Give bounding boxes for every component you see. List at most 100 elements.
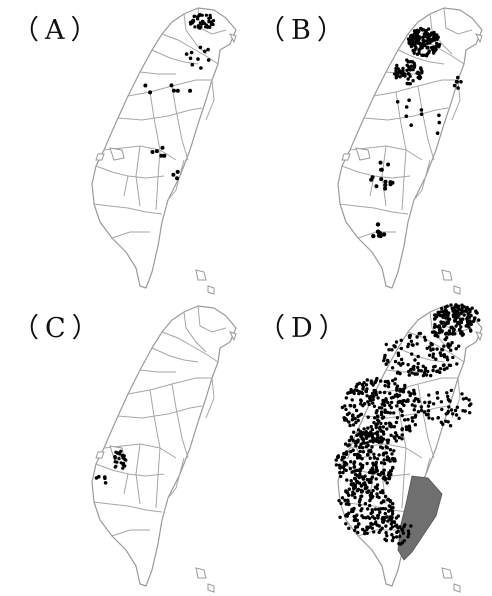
occurrence-point: [379, 412, 384, 417]
occurrence-point: [446, 411, 450, 415]
occurrence-point: [460, 392, 464, 396]
occurrence-point: [406, 535, 410, 539]
occurrence-point: [347, 438, 352, 443]
county-border: [135, 145, 141, 207]
occurrence-point: [469, 328, 473, 332]
occurrence-point: [419, 369, 423, 373]
occurrence-point: [374, 460, 378, 465]
occurrence-point: [378, 160, 383, 165]
occurrence-point: [188, 88, 193, 93]
occurrence-point: [383, 384, 387, 388]
occurrence-point: [365, 387, 369, 391]
occurrence-point: [410, 33, 414, 38]
taiwan-map: [334, 303, 483, 593]
occurrence-point: [415, 38, 420, 42]
occurrence-point: [367, 449, 371, 453]
occurrence-point: [368, 503, 372, 508]
occurrence-point: [429, 32, 433, 37]
occurrence-point: [449, 303, 453, 307]
occurrence-point: [103, 475, 107, 479]
occurrence-point: [356, 428, 361, 432]
occurrence-point: [409, 339, 414, 343]
occurrence-point: [374, 184, 379, 189]
occurrence-point: [358, 454, 362, 458]
occurrence-point: [373, 507, 378, 511]
occurrence-point: [386, 162, 391, 167]
occurrence-point: [373, 416, 377, 420]
occurrence-point: [374, 390, 378, 394]
occurrence-point: [394, 340, 399, 344]
occurrence-point: [419, 67, 423, 71]
occurrence-point: [392, 411, 396, 415]
occurrence-point: [380, 446, 385, 450]
occurrence-point: [433, 322, 437, 327]
occurrence-point: [436, 396, 440, 400]
occurrence-point: [189, 50, 194, 55]
occurrence-point: [375, 492, 379, 496]
occurrence-point: [454, 324, 458, 328]
occurrence-point: [427, 49, 431, 53]
occurrence-point: [436, 416, 440, 420]
occurrence-point: [394, 76, 398, 80]
occurrence-point: [359, 488, 363, 493]
occurrence-point: [383, 494, 388, 499]
occurrence-point: [360, 391, 365, 396]
occurrence-point: [435, 37, 439, 41]
occurrence-point: [347, 391, 351, 395]
occurrence-point: [377, 530, 381, 535]
occurrence-point: [407, 424, 411, 428]
occurrence-point: [345, 450, 349, 454]
occurrence-point: [356, 418, 360, 423]
occurrence-point: [449, 348, 453, 352]
occurrence-point: [419, 405, 423, 409]
occurrence-point: [94, 476, 99, 480]
occurrence-point: [407, 39, 412, 43]
occurrence-point: [442, 367, 446, 372]
occurrence-point: [457, 416, 461, 420]
occurrence-point: [404, 114, 409, 118]
occurrence-point: [351, 490, 355, 494]
occurrence-point: [388, 391, 392, 396]
occurrence-point: [346, 498, 350, 502]
occurrence-point: [455, 80, 459, 84]
occurrence-point: [175, 169, 180, 174]
occurrence-point: [402, 403, 406, 408]
occurrence-point: [399, 363, 403, 367]
occurrence-point: [457, 313, 461, 317]
occurrence-point: [198, 45, 203, 50]
occurrence-point: [392, 435, 396, 439]
occurrence-point: [365, 378, 369, 382]
occurrence-point: [378, 426, 382, 431]
occurrence-point: [412, 51, 416, 55]
occurrence-point: [353, 416, 357, 421]
occurrence-point: [171, 172, 176, 177]
occurrence-point: [423, 338, 428, 342]
occurrence-point: [375, 222, 381, 227]
occurrence-point: [360, 457, 364, 461]
occurrence-point: [390, 366, 395, 370]
occurrence-point: [435, 369, 440, 373]
occurrence-point: [384, 531, 388, 535]
occurrence-point: [207, 20, 211, 24]
occurrence-point: [338, 515, 342, 519]
occurrence-point: [408, 68, 412, 72]
occurrence-point: [407, 428, 412, 432]
occurrence-point: [442, 324, 446, 329]
occurrence-point: [365, 453, 370, 457]
occurrence-point: [169, 83, 174, 88]
occurrence-point: [356, 530, 360, 535]
occurrence-point: [436, 310, 440, 314]
occurrence-point: [365, 441, 369, 445]
county-border: [395, 91, 407, 211]
occurrence-point: [371, 461, 375, 465]
occurrence-point: [400, 413, 404, 418]
occurrence-point: [334, 463, 339, 467]
occurrence-point: [367, 489, 371, 493]
occurrence-point: [350, 398, 354, 402]
occurrence-point: [416, 410, 421, 414]
occurrence-point: [392, 449, 396, 453]
occurrence-point: [432, 36, 436, 40]
occurrence-point: [390, 525, 395, 529]
occurrence-point: [375, 436, 380, 440]
occurrence-point: [387, 348, 391, 352]
